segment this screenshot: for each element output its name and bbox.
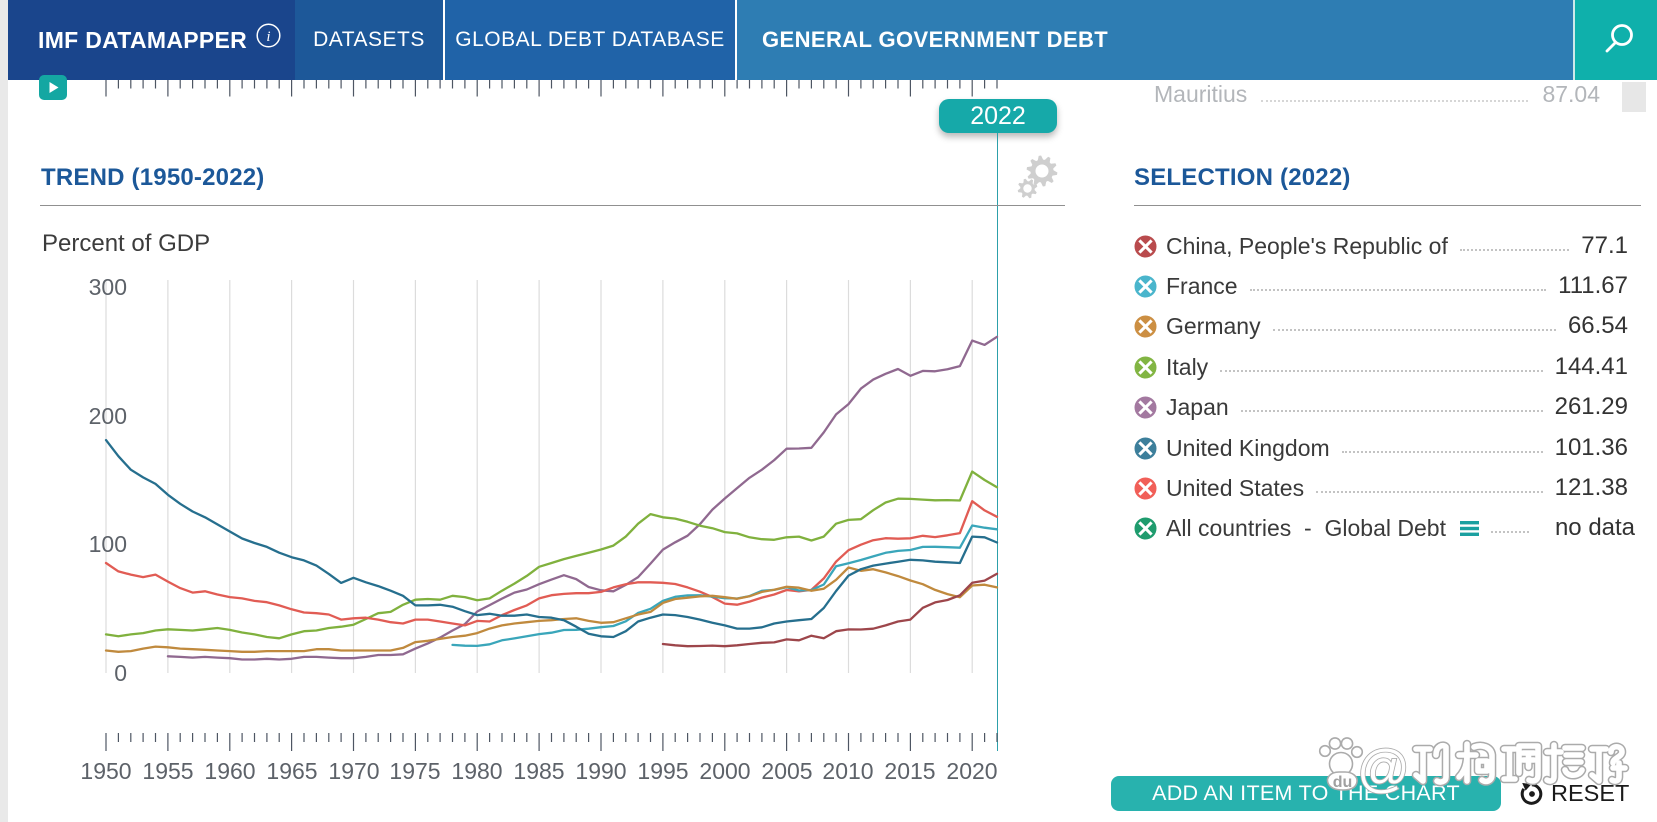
svg-text:200: 200 (89, 403, 127, 429)
svg-text:1970: 1970 (328, 758, 379, 784)
svg-text:@: @ (1357, 740, 1410, 798)
svg-text:2000: 2000 (699, 758, 750, 784)
svg-text:0: 0 (114, 660, 127, 686)
svg-text:2005: 2005 (761, 758, 812, 784)
svg-text:1985: 1985 (513, 758, 564, 784)
svg-text:1965: 1965 (266, 758, 317, 784)
svg-text:i: i (266, 29, 270, 45)
svg-text:1980: 1980 (451, 758, 502, 784)
svg-text:1990: 1990 (575, 758, 626, 784)
svg-text:1975: 1975 (389, 758, 440, 784)
svg-text:2015: 2015 (884, 758, 935, 784)
svg-text:2010: 2010 (822, 758, 873, 784)
svg-text:du: du (1333, 774, 1353, 791)
svg-text:2020: 2020 (946, 758, 997, 784)
svg-text:1955: 1955 (142, 758, 193, 784)
svg-text:1960: 1960 (204, 758, 255, 784)
svg-text:1950: 1950 (80, 758, 131, 784)
svg-text:100: 100 (89, 531, 127, 557)
svg-text:300: 300 (89, 274, 127, 300)
svg-text:1995: 1995 (637, 758, 688, 784)
